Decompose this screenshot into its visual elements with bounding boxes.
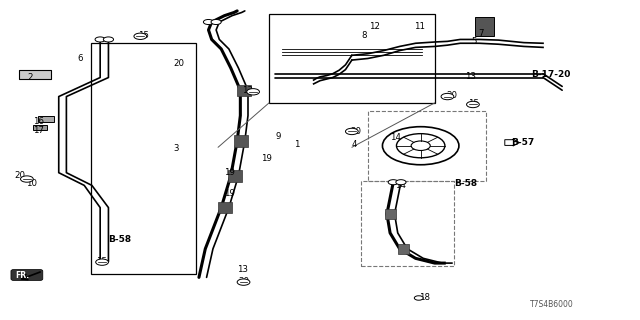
Text: 20: 20	[351, 127, 362, 136]
Text: 17: 17	[33, 126, 44, 135]
Bar	[397, 244, 409, 253]
Text: B-58: B-58	[108, 236, 132, 244]
Text: 20: 20	[173, 59, 184, 68]
Text: 15: 15	[468, 99, 479, 108]
Circle shape	[204, 20, 214, 25]
Circle shape	[414, 296, 423, 300]
Text: 11: 11	[414, 22, 426, 31]
Text: 3: 3	[173, 144, 179, 153]
Circle shape	[134, 33, 147, 39]
Circle shape	[96, 259, 108, 265]
Bar	[19, 69, 51, 79]
Circle shape	[95, 37, 105, 42]
Text: 14: 14	[390, 133, 401, 142]
Bar	[218, 202, 232, 213]
Text: 1: 1	[294, 140, 300, 149]
Text: 5: 5	[472, 37, 477, 46]
Text: 20: 20	[14, 171, 25, 180]
Text: 9: 9	[275, 132, 281, 141]
Text: 13: 13	[465, 72, 476, 81]
Circle shape	[237, 279, 250, 285]
Bar	[91, 43, 196, 274]
Text: 16: 16	[33, 117, 44, 126]
Text: 19: 19	[225, 168, 236, 177]
Text: 14: 14	[395, 181, 406, 190]
Text: B-17-20: B-17-20	[532, 70, 571, 79]
Text: 18: 18	[419, 292, 430, 301]
Text: 19: 19	[261, 154, 272, 163]
Text: 20: 20	[239, 277, 250, 286]
Bar	[475, 17, 494, 36]
Text: 12: 12	[369, 22, 380, 31]
Text: 20: 20	[446, 92, 457, 100]
Bar	[385, 209, 396, 219]
Bar	[38, 116, 54, 122]
Circle shape	[441, 93, 454, 100]
Bar	[362, 180, 454, 266]
Text: B-58: B-58	[454, 179, 477, 188]
Circle shape	[246, 89, 259, 95]
Text: 13: 13	[237, 265, 248, 274]
Text: FR.: FR.	[15, 271, 29, 280]
FancyBboxPatch shape	[11, 269, 43, 281]
Bar	[237, 84, 251, 96]
Text: T7S4B6000: T7S4B6000	[531, 300, 574, 309]
Circle shape	[346, 128, 358, 135]
Bar	[269, 14, 435, 103]
Text: 15: 15	[96, 257, 107, 266]
Circle shape	[20, 176, 33, 182]
Text: 10: 10	[26, 179, 36, 188]
Text: 13: 13	[243, 86, 253, 95]
Text: 2: 2	[27, 73, 33, 82]
FancyArrow shape	[505, 139, 520, 146]
Circle shape	[211, 20, 221, 25]
Bar	[33, 125, 47, 130]
Circle shape	[388, 180, 398, 185]
Text: B-57: B-57	[511, 138, 534, 147]
Circle shape	[396, 180, 406, 185]
Bar	[228, 170, 242, 181]
Text: 15: 15	[138, 31, 149, 40]
Text: 19: 19	[225, 189, 236, 198]
Text: 7: 7	[478, 28, 484, 38]
Circle shape	[467, 101, 479, 108]
Bar	[234, 135, 248, 147]
Bar	[368, 111, 486, 180]
Text: 4: 4	[352, 140, 357, 149]
Circle shape	[103, 37, 113, 42]
Text: 8: 8	[362, 31, 367, 40]
Text: 6: 6	[78, 54, 83, 63]
